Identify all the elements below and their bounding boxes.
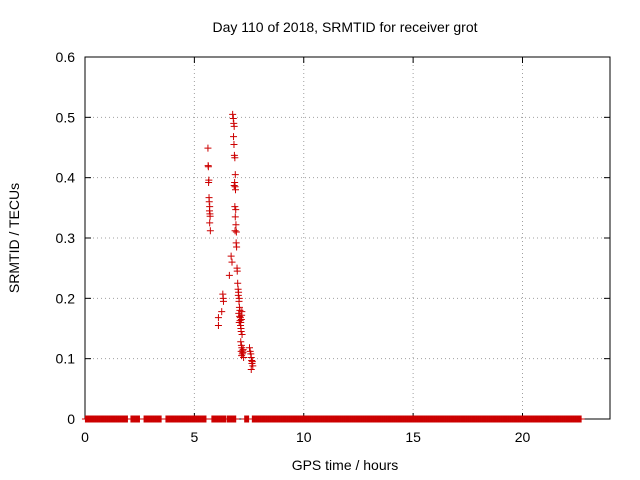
y-tick-label: 0.1: [56, 351, 76, 367]
data-point: [219, 297, 227, 305]
data-point: [233, 243, 241, 251]
data-point: [206, 212, 214, 220]
data-point: [218, 308, 226, 316]
data-point: [206, 227, 214, 235]
x-tick-label: 15: [405, 429, 421, 445]
data-point: [235, 297, 243, 305]
data-point: [230, 133, 238, 141]
data-point: [230, 122, 238, 130]
data-point: [238, 308, 246, 316]
data-point: [238, 350, 246, 358]
x-tick-label: 10: [296, 429, 312, 445]
data-point: [205, 178, 213, 186]
data-point: [230, 140, 238, 148]
data-point: [232, 221, 240, 229]
data-point: [214, 314, 222, 322]
data-point: [234, 291, 242, 299]
y-tick-label: 0: [67, 411, 75, 427]
grid: [85, 57, 610, 419]
data-point: [214, 321, 222, 329]
data-point: [228, 258, 236, 266]
data-point: [237, 338, 245, 346]
data-point: [232, 206, 240, 214]
axis-ticks: 0 0.1 0.2 0.3 0.4 0.5 0.6 0 5 10 15 20: [56, 49, 610, 445]
x-axis-title: GPS time / hours: [292, 457, 399, 473]
data-point: [225, 271, 233, 279]
data-point: [227, 252, 235, 260]
y-tick-label: 0.5: [56, 109, 76, 125]
plot-frame: [84, 56, 611, 420]
data-point: [246, 344, 253, 352]
y-tick-label: 0.6: [56, 49, 76, 65]
y-tick-label: 0.4: [56, 170, 76, 186]
data-point: [233, 267, 241, 275]
data-point: [232, 186, 239, 194]
data-point: [234, 279, 242, 287]
data-point: [232, 415, 240, 423]
y-tick-label: 0.3: [56, 230, 76, 246]
chart-title: Day 110 of 2018, SRMTID for receiver gro…: [212, 19, 477, 35]
data-point: [229, 110, 237, 118]
data-point: [230, 182, 238, 190]
x-tick-label: 5: [190, 429, 198, 445]
data-point: [232, 228, 240, 236]
data-point: [206, 219, 214, 227]
data-point: [238, 344, 246, 352]
data-point: [231, 213, 239, 221]
data-point: [231, 203, 239, 211]
data-point: [204, 163, 212, 171]
data-point: [238, 331, 246, 339]
data-point: [204, 144, 212, 152]
x-tick-label: 20: [515, 429, 531, 445]
y-tick-label: 0.2: [56, 290, 76, 306]
data-point: [249, 362, 257, 370]
data-point: [231, 154, 239, 162]
data-point: [235, 309, 243, 317]
data-point: [239, 346, 247, 354]
data-point: [231, 227, 239, 235]
data-point: [240, 353, 248, 361]
data-point: [247, 366, 255, 374]
x-tick-label: 0: [81, 429, 89, 445]
data-point: [202, 415, 210, 423]
data-point: [577, 415, 585, 423]
data-point: [237, 328, 245, 336]
data-point: [231, 171, 239, 179]
data-series: [81, 110, 585, 423]
y-axis-title: SRMTID / TECUs: [6, 183, 22, 293]
